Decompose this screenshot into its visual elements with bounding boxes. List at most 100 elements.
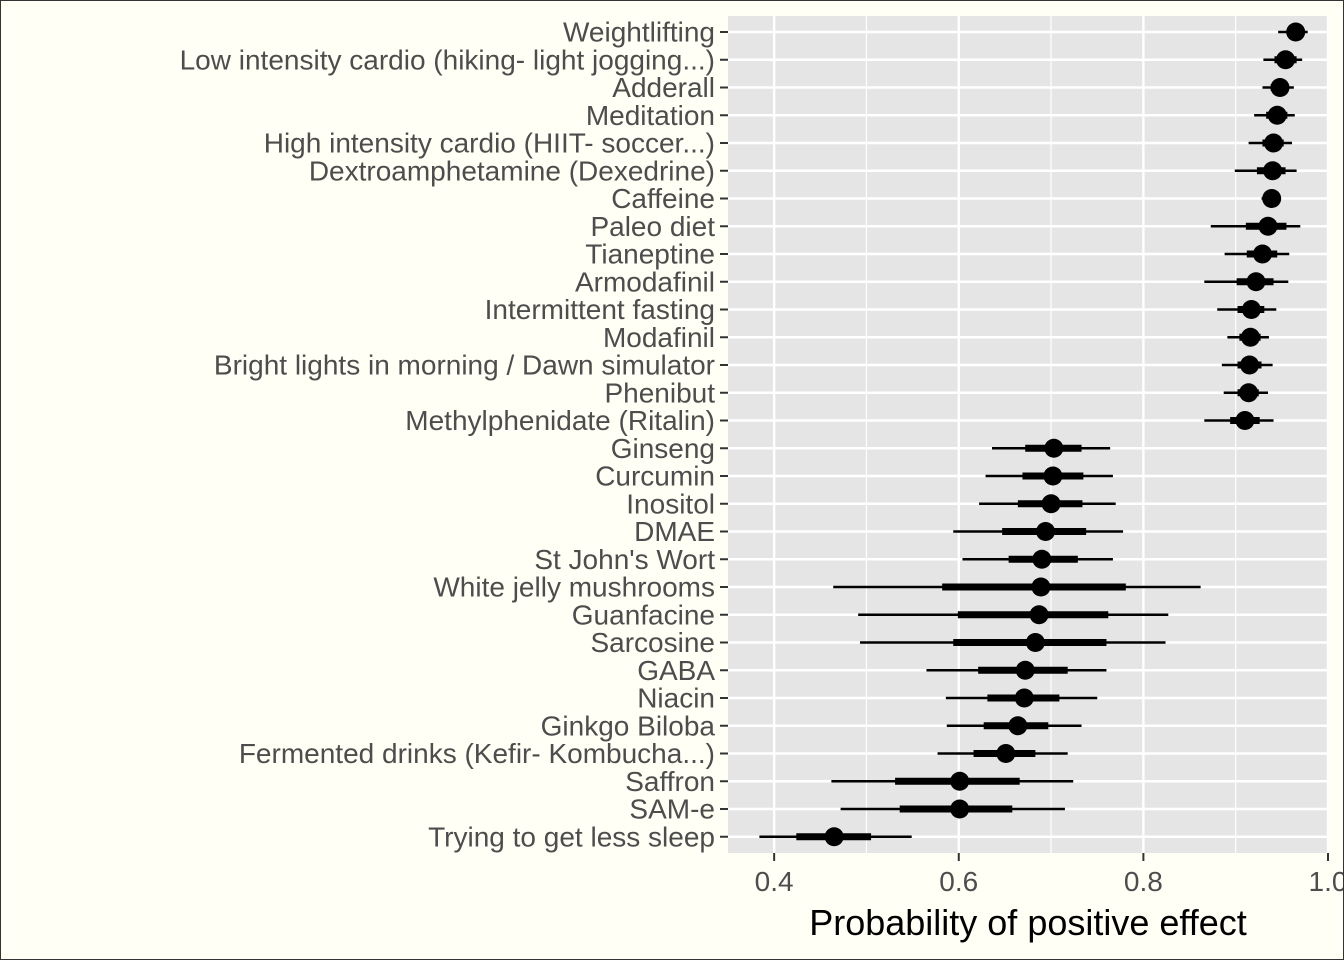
estimate-point	[1235, 411, 1255, 430]
y-tick-label: Paleo diet	[590, 211, 715, 242]
estimate-point	[1031, 577, 1051, 597]
pointrange-mark	[946, 716, 1082, 736]
y-tick-label: Niacin	[637, 683, 715, 714]
estimate-point	[1246, 272, 1266, 292]
pointrange-mark	[858, 605, 1169, 625]
estimate-point	[1014, 688, 1034, 708]
y-tick-label: Ginkgo Biloba	[541, 710, 716, 741]
pointrange-mark	[1261, 189, 1282, 208]
x-tick-label: 0.4	[755, 866, 794, 897]
y-tick-label: Bright lights in morning / Dawn simulato…	[214, 350, 715, 381]
y-tick-label: GABA	[637, 655, 715, 686]
y-tick-label: Tianeptine	[585, 239, 715, 270]
estimate-point	[1252, 244, 1272, 264]
pointrange-mark	[759, 827, 912, 847]
y-tick-label: Adderall	[612, 72, 715, 103]
y-tick-label: Caffeine	[611, 183, 715, 214]
x-tick-label: 0.6	[939, 866, 978, 897]
pointrange-mark	[860, 633, 1166, 652]
estimate-point	[1267, 105, 1287, 125]
estimate-point	[1032, 549, 1052, 569]
y-tick-label: Guanfacine	[572, 599, 715, 630]
minor-gridlines	[865, 16, 1237, 853]
pointrange-mark	[1278, 22, 1308, 42]
y-tick-label: Curcumin	[595, 461, 715, 492]
estimate-point	[1258, 216, 1278, 236]
y-tick-label: Inositol	[626, 488, 715, 519]
y-tick-label: Sarcosine	[590, 627, 715, 658]
pointrange-mark	[962, 549, 1113, 569]
pointrange-mark	[945, 688, 1098, 708]
y-tick-label: SAM-e	[629, 794, 715, 825]
estimate-point	[1025, 633, 1045, 652]
x-tick-label: 0.8	[1124, 866, 1163, 897]
estimate-point	[1239, 383, 1259, 403]
y-tick-label: Modafinil	[603, 322, 715, 353]
y-tick-label: DMAE	[634, 516, 715, 547]
pointrange-mark	[1224, 244, 1290, 264]
y-tick-label: Ginseng	[611, 433, 715, 464]
y-tick-label: Fermented drinks (Kefir- Kombucha...)	[239, 738, 715, 769]
pointrange-mark	[992, 438, 1111, 458]
pointrange-mark	[926, 660, 1107, 680]
pointrange-mark	[1204, 272, 1289, 292]
estimate-point	[1262, 189, 1282, 208]
pointrange-mark	[1223, 383, 1268, 403]
estimate-point	[824, 827, 844, 847]
y-tick-label: Phenibut	[604, 377, 715, 408]
y-tick-label: Dextroamphetamine (Dexedrine)	[309, 155, 715, 186]
plot-panel	[728, 16, 1328, 853]
pointrange-mark	[1254, 105, 1295, 125]
pointrange-mark	[1204, 411, 1274, 430]
estimate-point	[1286, 22, 1306, 42]
pointrange-mark	[1221, 355, 1273, 375]
estimate-point	[996, 744, 1016, 763]
estimate-point	[1029, 605, 1049, 625]
pointrange-mark	[1248, 133, 1292, 153]
estimate-point	[1015, 660, 1035, 680]
pointrange-mark	[1227, 327, 1269, 347]
pointrange-mark	[1262, 78, 1294, 97]
pointrange-mark	[937, 744, 1068, 763]
pointrange-mark	[953, 522, 1124, 541]
pointrange-mark	[833, 577, 1201, 597]
estimate-point	[1263, 161, 1283, 181]
estimate-point	[950, 771, 970, 791]
pointrange-mark	[979, 494, 1116, 514]
estimate-point	[950, 799, 970, 819]
x-axis: 0.4 0.6 0.8 1.0	[755, 853, 1343, 897]
y-tick-label: Saffron	[625, 766, 715, 797]
estimate-point	[1043, 466, 1063, 486]
estimate-point	[1036, 522, 1056, 541]
y-tick-label: Weightlifting	[563, 17, 715, 48]
x-axis-title: Probability of positive effect	[809, 902, 1247, 943]
estimate-point	[1008, 716, 1028, 736]
pointrange-mark	[831, 771, 1074, 791]
y-tick-label: Intermittent fasting	[485, 294, 715, 325]
estimate-point	[1264, 133, 1284, 153]
estimate-point	[1044, 438, 1064, 458]
estimate-point	[1041, 494, 1061, 514]
y-tick-label: White jelly mushrooms	[433, 572, 715, 603]
y-tick-label: Meditation	[586, 100, 715, 131]
pointrange-mark	[840, 799, 1065, 819]
pointrange-mark	[1234, 161, 1297, 181]
estimate-point	[1276, 50, 1296, 70]
estimate-point	[1240, 327, 1260, 347]
y-tick-label: Methylphenidate (Ritalin)	[405, 405, 715, 436]
y-tick-label: Armodafinil	[575, 266, 715, 297]
y-tick-label: St John's Wort	[534, 544, 715, 575]
y-tick-label: High intensity cardio (HIIT- soccer...)	[264, 128, 715, 159]
pointrange-mark	[985, 466, 1113, 486]
estimate-point	[1240, 355, 1260, 375]
y-tick-label: Trying to get less sleep	[428, 821, 715, 852]
x-tick-label: 1.0	[1309, 866, 1343, 897]
pointrange-mark	[1217, 300, 1277, 319]
pointrange-mark	[1210, 216, 1301, 236]
estimate-point	[1241, 300, 1261, 319]
y-tick-label: Low intensity cardio (hiking- light jogg…	[180, 44, 715, 75]
estimate-point	[1270, 78, 1290, 97]
